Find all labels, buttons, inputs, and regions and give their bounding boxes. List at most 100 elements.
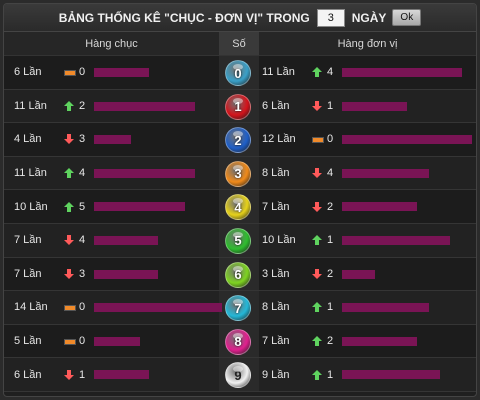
tens-trend: 0 xyxy=(64,56,85,89)
days-input[interactable] xyxy=(316,8,345,27)
units-delta: 2 xyxy=(327,267,334,280)
digit-ball: 9 xyxy=(225,362,251,389)
units-delta: 1 xyxy=(327,368,334,381)
tens-count: 6 Lần xyxy=(14,66,42,79)
table-row: 4 Lần 3 2 12 Lần 0 xyxy=(4,123,476,157)
table-row: 11 Lần 2 1 6 Lần 1 xyxy=(4,89,476,124)
tens-count: 7 Lần xyxy=(14,234,42,247)
trend-up-icon xyxy=(312,67,322,78)
tens-delta: 1 xyxy=(79,368,86,381)
units-trend: 4 xyxy=(312,157,333,190)
units-count: 6 Lần xyxy=(262,99,290,112)
tens-trend: 2 xyxy=(64,90,85,123)
units-count: 8 Lần xyxy=(262,301,290,314)
tens-bar xyxy=(94,336,140,346)
table-row: 6 Lần 0 0 11 Lần 4 xyxy=(4,56,476,90)
trend-up-icon xyxy=(64,201,74,212)
tens-count: 14 Lần xyxy=(14,301,48,314)
units-trend: 4 xyxy=(312,56,333,89)
units-bar xyxy=(342,303,429,313)
trend-up-icon xyxy=(312,336,322,347)
units-trend: 1 xyxy=(312,224,333,257)
digit-ball: 6 xyxy=(225,261,251,288)
tens-delta: 2 xyxy=(79,99,86,112)
tens-trend: 0 xyxy=(64,325,85,358)
table-row: 14 Lần 0 7 8 Lần 1 xyxy=(4,291,476,325)
tens-count: 7 Lần xyxy=(14,267,42,280)
trend-up-icon xyxy=(312,369,322,380)
units-trend: 2 xyxy=(312,190,333,223)
tens-delta: 4 xyxy=(79,234,86,247)
tens-delta: 5 xyxy=(79,200,86,213)
trend-up-icon xyxy=(64,100,74,111)
trend-down-icon xyxy=(312,100,322,111)
units-bar xyxy=(342,68,462,77)
units-count: 7 Lần xyxy=(262,335,290,348)
tens-count: 10 Lần xyxy=(14,200,48,213)
digit-ball: 2 xyxy=(225,127,251,154)
table-row: 6 Lần 1 9 9 Lần 1 xyxy=(4,358,476,392)
trend-down-icon xyxy=(64,134,74,145)
digit-ball: 8 xyxy=(225,328,251,355)
units-bar xyxy=(342,168,429,178)
digit-ball: 5 xyxy=(225,227,251,254)
tens-count: 11 Lần xyxy=(14,167,47,180)
header-tens: Hàng chục xyxy=(85,37,138,50)
units-count: 12 Lần xyxy=(262,133,296,146)
column-headers: Hàng chục Số Hàng đơn vị xyxy=(4,32,476,56)
tens-bar xyxy=(94,202,185,212)
units-bar xyxy=(342,336,417,346)
title-bar: BẢNG THỐNG KÊ "CHỤC - ĐƠN VỊ" TRONG NGÀY… xyxy=(4,4,476,32)
tens-count: 11 Lần xyxy=(14,99,47,112)
tens-bar xyxy=(94,101,195,111)
tens-trend: 3 xyxy=(64,123,85,156)
units-bar xyxy=(342,135,472,145)
tens-bar xyxy=(94,269,158,279)
units-trend: 1 xyxy=(312,291,333,324)
tens-trend: 0 xyxy=(64,291,85,324)
units-count: 11 Lần xyxy=(262,66,295,79)
tens-trend: 1 xyxy=(64,358,85,391)
tens-trend: 4 xyxy=(64,224,85,257)
trend-down-icon xyxy=(64,268,74,279)
trend-same-icon xyxy=(312,134,324,144)
tens-count: 6 Lần xyxy=(14,368,42,381)
units-delta: 1 xyxy=(327,301,334,314)
trend-same-icon xyxy=(64,67,76,77)
ok-button[interactable]: Ok xyxy=(392,9,422,26)
units-count: 3 Lần xyxy=(262,267,290,280)
tens-delta: 4 xyxy=(79,167,86,180)
digit-ball: 3 xyxy=(225,160,251,187)
tens-bar xyxy=(94,168,195,178)
units-delta: 0 xyxy=(327,133,334,146)
trend-up-icon xyxy=(312,302,322,313)
units-trend: 1 xyxy=(312,358,333,391)
units-count: 10 Lần xyxy=(262,234,296,247)
tens-count: 5 Lần xyxy=(14,335,42,348)
table-row: 10 Lần 5 4 7 Lần 2 xyxy=(4,190,476,224)
header-units: Hàng đơn vị xyxy=(337,37,398,50)
table-row: 7 Lần 3 6 3 Lần 2 xyxy=(4,257,476,292)
trend-down-icon xyxy=(64,235,74,246)
units-bar xyxy=(342,269,375,279)
tens-bar xyxy=(94,303,222,313)
tens-delta: 3 xyxy=(79,133,86,146)
tens-bar xyxy=(94,68,149,77)
tens-delta: 3 xyxy=(79,267,86,280)
tens-trend: 5 xyxy=(64,190,85,223)
digit-ball: 1 xyxy=(225,93,251,120)
digit-ball: 0 xyxy=(225,60,251,86)
units-count: 9 Lần xyxy=(262,368,290,381)
digit-ball: 4 xyxy=(225,194,251,221)
units-delta: 1 xyxy=(327,234,334,247)
stats-table-body: 6 Lần 0 0 11 Lần 4 11 Lần 2 1 6 Lần 1 4 … xyxy=(4,56,476,392)
table-row: 5 Lần 0 8 7 Lần 2 xyxy=(4,324,476,359)
units-bar xyxy=(342,202,417,212)
tens-bar xyxy=(94,135,131,145)
table-row: 7 Lần 4 5 10 Lần 1 xyxy=(4,223,476,258)
units-delta: 2 xyxy=(327,200,334,213)
units-bar xyxy=(342,370,440,380)
units-delta: 4 xyxy=(327,66,334,79)
panel-title: BẢNG THỐNG KÊ "CHỤC - ĐƠN VỊ" TRONG xyxy=(58,10,310,25)
tens-count: 4 Lần xyxy=(14,133,42,146)
